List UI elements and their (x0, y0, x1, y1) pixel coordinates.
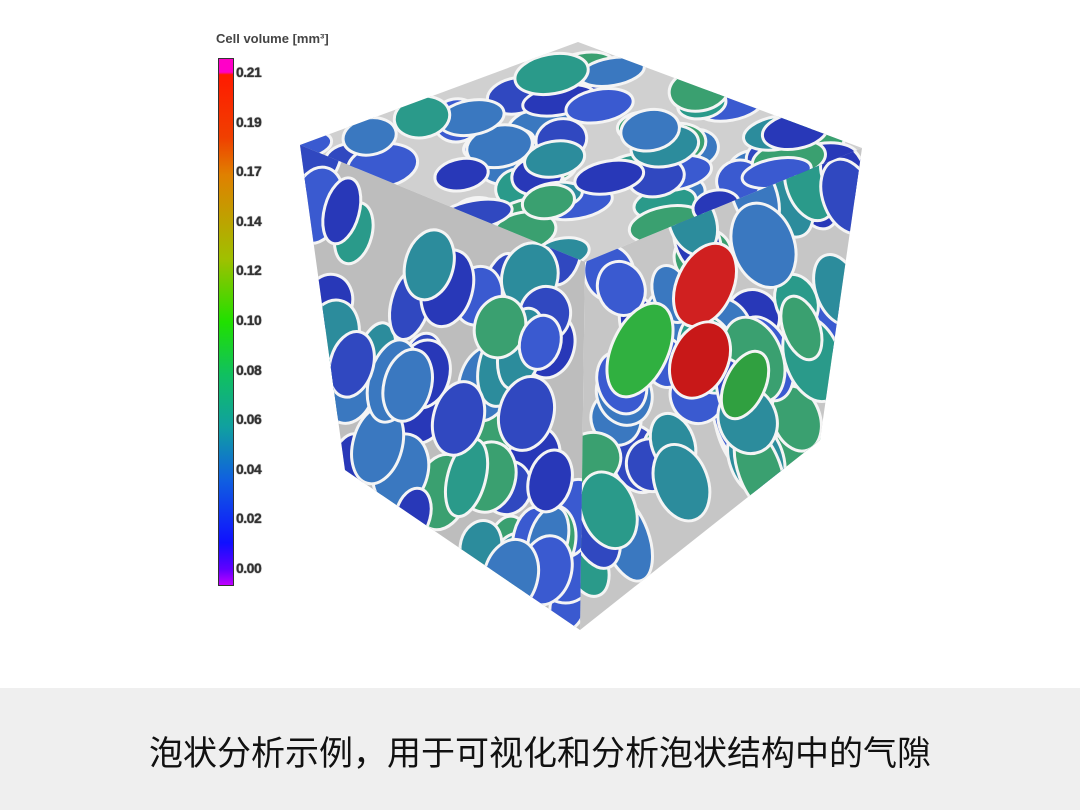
foam-cell (517, 313, 563, 371)
colorbar-tick: 0.06 (236, 411, 262, 428)
foam-cell (580, 470, 639, 551)
foam-cell (496, 375, 556, 452)
colorbar-tick: 0.19 (236, 113, 262, 130)
foam-cell-large (668, 320, 732, 400)
foam-cell (327, 330, 376, 399)
foam-cell (619, 107, 681, 153)
top-face-cells (300, 50, 861, 262)
caption: 泡状分析示例，用于可视化和分析泡状结构中的气隙 (149, 734, 931, 774)
left-face-cells (300, 145, 585, 630)
colorbar-tick: 0.17 (236, 163, 262, 180)
foam-cell-large (605, 301, 675, 399)
foam-cell (520, 183, 576, 221)
foam-cell (381, 347, 434, 423)
foam-cell-large (672, 241, 738, 329)
foam-cell (526, 448, 574, 514)
foam-cell (564, 87, 635, 125)
foam-cell (573, 158, 646, 196)
colorbar-tick: 0.14 (236, 212, 262, 229)
foam-cell (402, 228, 456, 302)
foam-cell (651, 442, 712, 523)
foam-cell (523, 139, 587, 179)
foam-cell (430, 380, 487, 457)
foam-cell (513, 51, 590, 97)
foam-cell (779, 294, 824, 362)
colorbar-tick: 0.10 (236, 312, 262, 328)
colorbar-title: Cell volume [mm³] (216, 34, 329, 46)
foam-cell-large (719, 349, 771, 421)
colorbar-tick: 0.00 (236, 560, 262, 576)
colorbar-tick: 0.08 (236, 361, 262, 378)
caption-band: 泡状分析示例，用于可视化和分析泡状结构中的气隙 (0, 688, 1080, 810)
foam-cube-render (300, 42, 862, 630)
foam-cell (321, 176, 363, 246)
colorbar-tick: 0.04 (236, 460, 262, 477)
colorbar (218, 58, 234, 586)
foam-cell (433, 156, 490, 193)
colorbar-tick: 0.12 (236, 262, 262, 279)
foam-figure: Cell volume [mm³] 0.21 0.19 0.17 0.14 0.12 0.… (216, 34, 862, 630)
colorbar-tick: 0.02 (236, 510, 262, 527)
colorbar-tick: 0.21 (236, 64, 262, 80)
